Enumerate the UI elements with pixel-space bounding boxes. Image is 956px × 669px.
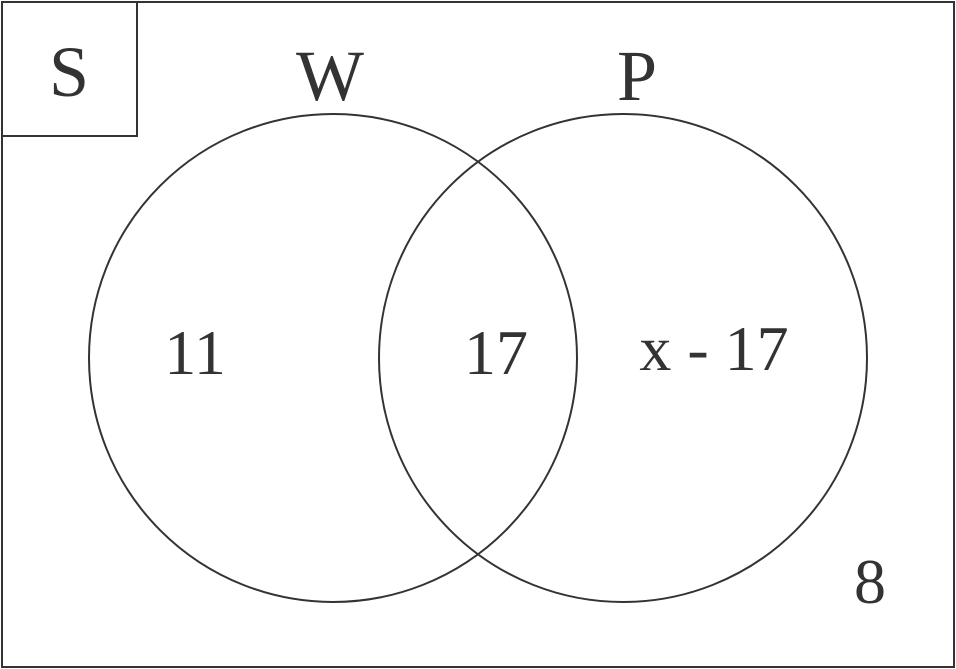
region-outside: 8 [854, 546, 886, 617]
region-intersection: 17 [464, 317, 528, 388]
universal-set-label-box [1, 1, 138, 137]
set-p-label: P [617, 36, 657, 116]
set-w-label: W [296, 36, 364, 116]
region-only-p: x - 17 [639, 313, 788, 384]
region-only-w: 11 [164, 317, 226, 388]
set-p-circle [378, 113, 868, 603]
set-w-circle [88, 113, 578, 603]
universal-set-label: S [49, 32, 89, 112]
